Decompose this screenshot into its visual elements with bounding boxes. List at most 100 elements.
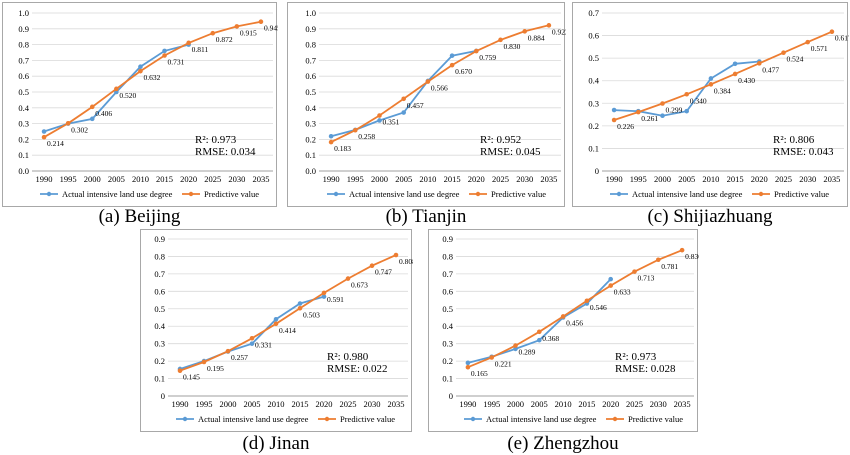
predictive-series-line (330, 24, 550, 143)
predictive-point (353, 127, 358, 133)
x-tick-label: 2020 (602, 399, 619, 409)
y-tick-label: 0.4 (588, 76, 599, 86)
predictive-point (249, 335, 255, 341)
predictive-point (393, 252, 399, 258)
data-label: 0.915 (240, 28, 257, 37)
predictive-point (636, 109, 641, 115)
y-tick-label: 0.7 (588, 8, 599, 18)
legend-marker (324, 416, 330, 422)
actual-point (684, 108, 689, 114)
y-tick-label: 0 (449, 391, 453, 401)
legend-marker (182, 416, 188, 422)
y-tick-label: 0.7 (442, 269, 453, 279)
y-tick-label: 0.7 (18, 55, 29, 65)
actual-point (608, 276, 613, 282)
data-label: 0.884 (528, 33, 545, 42)
predictive-point (210, 30, 216, 36)
data-label: 0.414 (279, 326, 296, 335)
data-label: 0.808 (399, 257, 413, 266)
data-label: 0.145 (183, 373, 200, 382)
predictive-point (369, 263, 375, 268)
data-label: 0.566 (431, 84, 448, 93)
y-tick-label: 0 (161, 391, 165, 401)
y-tick-label: 0.8 (18, 40, 29, 50)
chart-svg: 0.0 0.1 0.2 0.3 0.4 0.5 0.6 0.7 0.8 0.9 1.0 1990 199… (305, 8, 566, 199)
y-tick-label: 0.4 (154, 321, 165, 331)
predictive-point (684, 91, 689, 97)
predictive-point (805, 39, 810, 45)
legend-marker (470, 416, 476, 422)
r2-text: R²: 0.806 (773, 134, 815, 146)
predictive-point (656, 257, 661, 263)
x-tick-label: 1990 (323, 174, 340, 184)
data-label: 0.299 (666, 106, 683, 115)
x-tick-label: 2020 (751, 174, 768, 184)
x-tick-label: 1995 (60, 174, 77, 184)
predictive-point (465, 364, 471, 370)
data-label: 0.258 (358, 132, 375, 141)
actual-point (537, 337, 542, 343)
x-tick-label: 2000 (371, 174, 388, 184)
y-tick-label: 0.6 (305, 71, 316, 81)
data-label: 0.456 (566, 318, 583, 327)
data-label: 0.731 (168, 58, 185, 67)
y-tick-label: 0.3 (588, 98, 599, 108)
predictive-point (328, 139, 334, 145)
legend-actual-label: Actual intensive land use degree (198, 414, 309, 424)
y-tick-label: 0.8 (442, 251, 453, 261)
predictive-point (177, 368, 183, 374)
data-label: 0.183 (334, 144, 351, 153)
x-tick-label: 1995 (196, 399, 213, 409)
y-tick-label: 0.2 (18, 134, 29, 144)
r2-text: R²: 0.973 (615, 351, 657, 363)
predictive-point (489, 355, 494, 360)
x-tick-label: 2025 (626, 399, 643, 409)
predictive-point (114, 86, 119, 92)
data-label: 0.811 (192, 45, 209, 54)
x-tick-label: 2005 (395, 174, 412, 184)
predictive-point (186, 40, 191, 46)
y-tick-label: 0.6 (154, 286, 165, 296)
y-tick-label: 0.2 (305, 134, 316, 144)
y-tick-label: 0.8 (305, 40, 316, 50)
predictive-point (679, 247, 685, 253)
y-tick-label: 0.2 (154, 356, 165, 366)
predictive-point (449, 62, 455, 68)
legend-actual-label: Actual intensive land use degree (62, 189, 173, 199)
actual-point (708, 76, 714, 81)
caption-tianjin: (b) Tianjin (385, 206, 467, 227)
caption-jinan: (d) Jinan (242, 433, 310, 454)
data-label: 0.546 (590, 303, 607, 312)
x-tick-label: 2020 (316, 399, 333, 409)
y-tick-label: 0.4 (18, 103, 29, 113)
predictive-point (258, 19, 264, 24)
x-tick-label: 1995 (483, 399, 500, 409)
legend-marker (616, 191, 622, 197)
x-tick-label: 2005 (531, 399, 548, 409)
data-label: 0.477 (762, 65, 779, 74)
rmse-text: RMSE: 0.045 (480, 146, 541, 158)
predictive-point (138, 68, 143, 74)
x-tick-label: 2030 (228, 174, 245, 184)
data-label: 0.945 (264, 24, 278, 33)
data-label: 0.836 (685, 252, 699, 261)
predictive-point (513, 343, 518, 348)
x-tick-label: 2015 (578, 399, 595, 409)
actual-point (162, 48, 167, 54)
actual-point (449, 53, 455, 58)
predictive-point (632, 269, 637, 274)
actual-point (328, 133, 334, 139)
chart-panel-zhengzhou: 0 0.1 0.2 0.3 0.4 0.5 0.6 0.7 0.8 0.9 1990 1995 2000… (428, 229, 699, 432)
legend-predictive-label: Predictive value (491, 189, 546, 199)
predictive-point (162, 53, 167, 58)
actual-point (138, 64, 143, 70)
caption-beijing: (a) Beijing (98, 206, 181, 227)
data-label: 0.221 (495, 359, 512, 368)
y-tick-label: 0.3 (305, 119, 316, 129)
legend-predictive-label: Predictive value (204, 189, 259, 199)
actual-point (732, 61, 738, 67)
data-label: 0.759 (479, 53, 496, 62)
y-tick-label: 1.0 (18, 8, 29, 18)
data-label: 0.384 (714, 86, 731, 95)
predictive-point (345, 276, 351, 281)
